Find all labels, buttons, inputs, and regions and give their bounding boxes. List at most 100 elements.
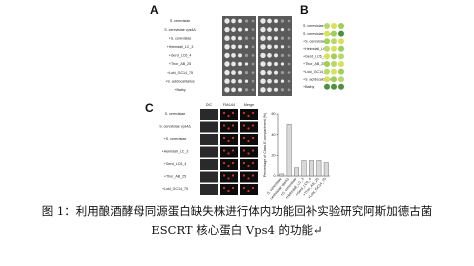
bar [294, 167, 300, 177]
spot [267, 18, 272, 24]
strain-label: +Thor_AB_25 [303, 62, 325, 66]
column-label: Merge [244, 103, 254, 107]
spot [251, 79, 255, 83]
spot [287, 62, 291, 66]
dot [251, 136, 255, 140]
spot [267, 78, 272, 84]
spot [274, 79, 278, 84]
dot [231, 186, 235, 190]
strain-label: +Heimdall_LC_3 [167, 45, 194, 49]
strain-label: +Loki_GC14_75 [303, 70, 329, 74]
strain-label: S. cerevisiae [170, 19, 191, 23]
dot [247, 152, 250, 155]
well [324, 61, 330, 67]
micrograph [220, 134, 238, 145]
caption-line: 图 1：利用酿酒酵母同源蛋白缺失株进行体内功能回补实验研究阿斯加德古菌 [41, 204, 433, 218]
bar [286, 124, 292, 177]
well [331, 53, 337, 60]
micrograph [200, 184, 218, 195]
dot [251, 174, 255, 177]
spot [280, 36, 285, 40]
dot [242, 186, 246, 190]
spot [274, 53, 278, 58]
bar [309, 160, 314, 177]
spot [274, 27, 278, 32]
spot [224, 18, 230, 24]
well [324, 38, 330, 45]
spot [287, 88, 291, 92]
spot [244, 45, 249, 49]
spot [231, 61, 236, 67]
spot [260, 26, 266, 33]
dot [231, 124, 235, 127]
spot [287, 45, 291, 49]
panel-label: A [150, 3, 159, 17]
well [338, 83, 344, 90]
bar [323, 162, 329, 177]
micrograph [240, 121, 258, 133]
dot [247, 139, 250, 143]
dot [247, 127, 250, 130]
dot [222, 174, 226, 177]
dot [227, 114, 230, 118]
spot [224, 87, 230, 93]
spot [280, 27, 285, 32]
spot [287, 54, 291, 57]
well [338, 53, 344, 60]
dot [227, 189, 230, 193]
spot [267, 70, 272, 75]
dot [227, 127, 230, 130]
spot [231, 78, 236, 84]
well [324, 76, 330, 83]
spot [267, 27, 272, 32]
strain-label: +S. acidocaldarius [303, 77, 333, 81]
dot [231, 174, 235, 177]
spot [287, 28, 291, 31]
micrograph [200, 171, 218, 183]
spot [238, 27, 242, 32]
well [331, 61, 337, 67]
spot [238, 70, 242, 75]
spot [287, 79, 291, 83]
dot [222, 124, 226, 127]
dot [231, 161, 235, 165]
spot [244, 70, 249, 75]
well [331, 68, 337, 75]
dot [251, 161, 255, 165]
strain-label: +Thor_AB_25 [169, 62, 191, 66]
spot [238, 19, 242, 23]
spot [231, 27, 236, 32]
spot [224, 61, 230, 67]
spot [244, 27, 249, 32]
spot [274, 19, 278, 23]
spot [280, 62, 285, 66]
well [324, 23, 330, 29]
spot [224, 44, 230, 50]
spot [280, 53, 285, 58]
strain-label: +Gerd_LC6_4 [169, 54, 192, 58]
spot [251, 54, 255, 57]
micrograph [220, 109, 238, 120]
strain-label: +Thor_AB_25 [164, 175, 186, 179]
y-tick-label: 40 [272, 133, 276, 137]
micrograph [240, 146, 258, 158]
spot [244, 79, 249, 83]
dot [247, 189, 250, 193]
strain-label: +S. cerevisiae [303, 39, 326, 43]
well [331, 76, 337, 83]
well [331, 38, 337, 45]
dot [242, 136, 246, 140]
spot [267, 87, 272, 93]
micrograph [240, 159, 258, 170]
spot [224, 78, 230, 84]
micrograph [220, 171, 238, 183]
spot [267, 61, 272, 67]
micrograph [240, 134, 258, 145]
spot [260, 52, 266, 59]
spot [260, 78, 266, 84]
spot [244, 53, 249, 58]
dot [247, 164, 250, 168]
spot [238, 36, 242, 41]
micrograph [200, 159, 218, 170]
spot [280, 45, 285, 49]
